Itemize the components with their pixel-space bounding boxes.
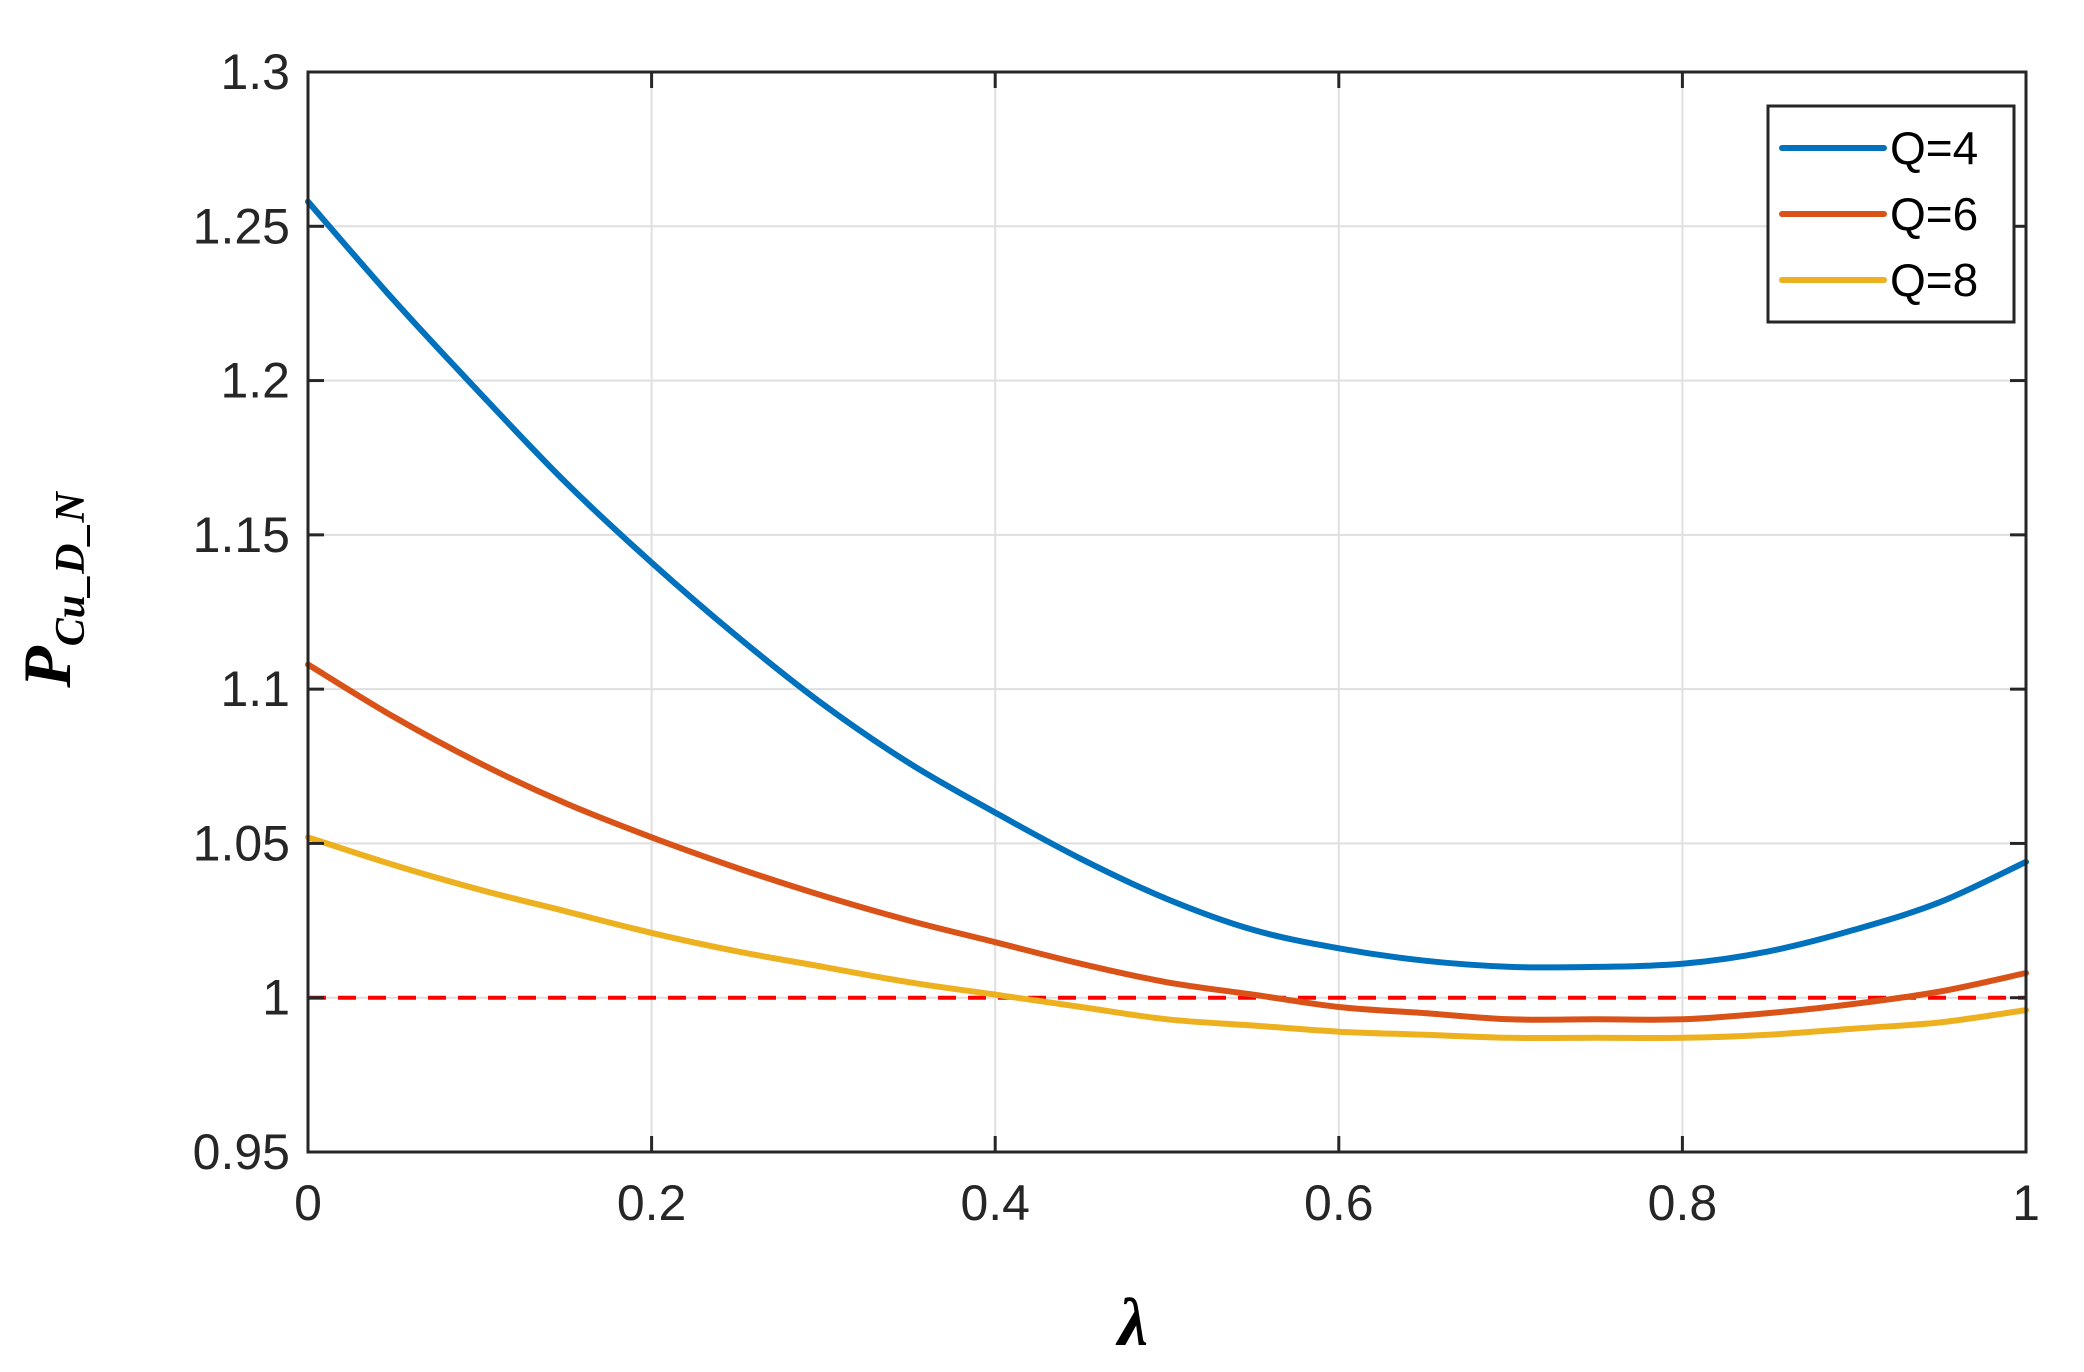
y-tick-label: 1.05 <box>193 815 290 871</box>
y-tick-label: 1.15 <box>193 507 290 563</box>
series-line-q-4 <box>305 198 2029 971</box>
axes-box <box>306 70 2028 1154</box>
legend-label-q-8: Q=8 <box>1890 254 1978 306</box>
tick-labels: 0 0.2 0.4 0.6 0.8 1 0.95 1 1.05 1.1 1.15 1.2 1.25 1.3 <box>193 44 2040 1231</box>
y-tick-label: 1.3 <box>220 44 290 100</box>
y-axis-label: PCu_D_N <box>9 491 94 689</box>
y-tick-label: 1.25 <box>193 198 290 254</box>
series-line-q-6 <box>305 661 2029 1023</box>
legend-label-q-4: Q=4 <box>1890 122 1978 174</box>
y-tick-label: 1 <box>262 970 290 1026</box>
x-tick-label: 0.4 <box>960 1175 1030 1231</box>
y-tick-label: 1.2 <box>220 353 290 409</box>
x-tick-label: 1 <box>2012 1175 2040 1231</box>
legend: Q=4 Q=6 Q=8 <box>1766 104 2016 324</box>
series-lines <box>305 198 2029 1042</box>
y-tick-label: 0.95 <box>193 1124 290 1180</box>
y-axis-label-main: P <box>9 646 85 689</box>
series-line-q-8 <box>305 834 2029 1042</box>
x-tick-label: 0.6 <box>1304 1175 1374 1231</box>
x-tick-label: 0.8 <box>1648 1175 1718 1231</box>
axes <box>306 70 2028 1154</box>
x-tick-label: 0 <box>294 1175 322 1231</box>
y-tick-label: 1.1 <box>220 661 290 717</box>
x-axis-label: λ <box>1115 1284 1148 1360</box>
x-tick-label: 0.2 <box>617 1175 687 1231</box>
legend-label-q-6: Q=6 <box>1890 188 1978 240</box>
y-axis-label-subscript: Cu_D_N <box>48 491 94 647</box>
